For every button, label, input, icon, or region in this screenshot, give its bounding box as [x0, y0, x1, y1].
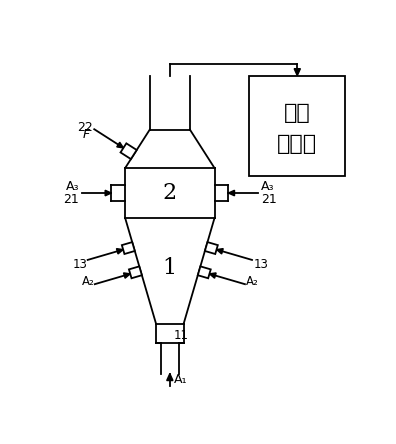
Text: A₂: A₂	[82, 275, 95, 288]
Text: 21: 21	[261, 194, 276, 206]
Polygon shape	[228, 190, 234, 196]
Text: F: F	[82, 128, 89, 142]
Polygon shape	[105, 190, 111, 196]
Text: 2: 2	[163, 182, 177, 204]
Text: A₁: A₁	[174, 373, 187, 386]
Text: A₃: A₃	[65, 180, 79, 193]
Text: 21: 21	[63, 194, 79, 206]
Polygon shape	[129, 266, 142, 278]
Polygon shape	[198, 266, 211, 278]
Polygon shape	[124, 273, 130, 278]
Text: 13: 13	[253, 258, 268, 271]
Polygon shape	[217, 249, 223, 254]
Text: 11: 11	[174, 329, 188, 341]
Polygon shape	[167, 373, 173, 381]
Text: 1: 1	[163, 257, 177, 279]
Text: A₃: A₃	[261, 180, 274, 193]
Text: 22: 22	[77, 121, 93, 134]
Bar	[249, 75, 345, 176]
Polygon shape	[294, 69, 301, 75]
Polygon shape	[120, 143, 137, 159]
Polygon shape	[122, 242, 135, 254]
Polygon shape	[209, 273, 216, 278]
Polygon shape	[116, 249, 123, 254]
Text: A₂: A₂	[246, 275, 259, 288]
Polygon shape	[205, 242, 218, 254]
Text: 反应器: 反应器	[277, 134, 317, 154]
Text: 13: 13	[73, 258, 88, 271]
Polygon shape	[117, 142, 124, 148]
Text: 粉体: 粉体	[284, 103, 310, 123]
